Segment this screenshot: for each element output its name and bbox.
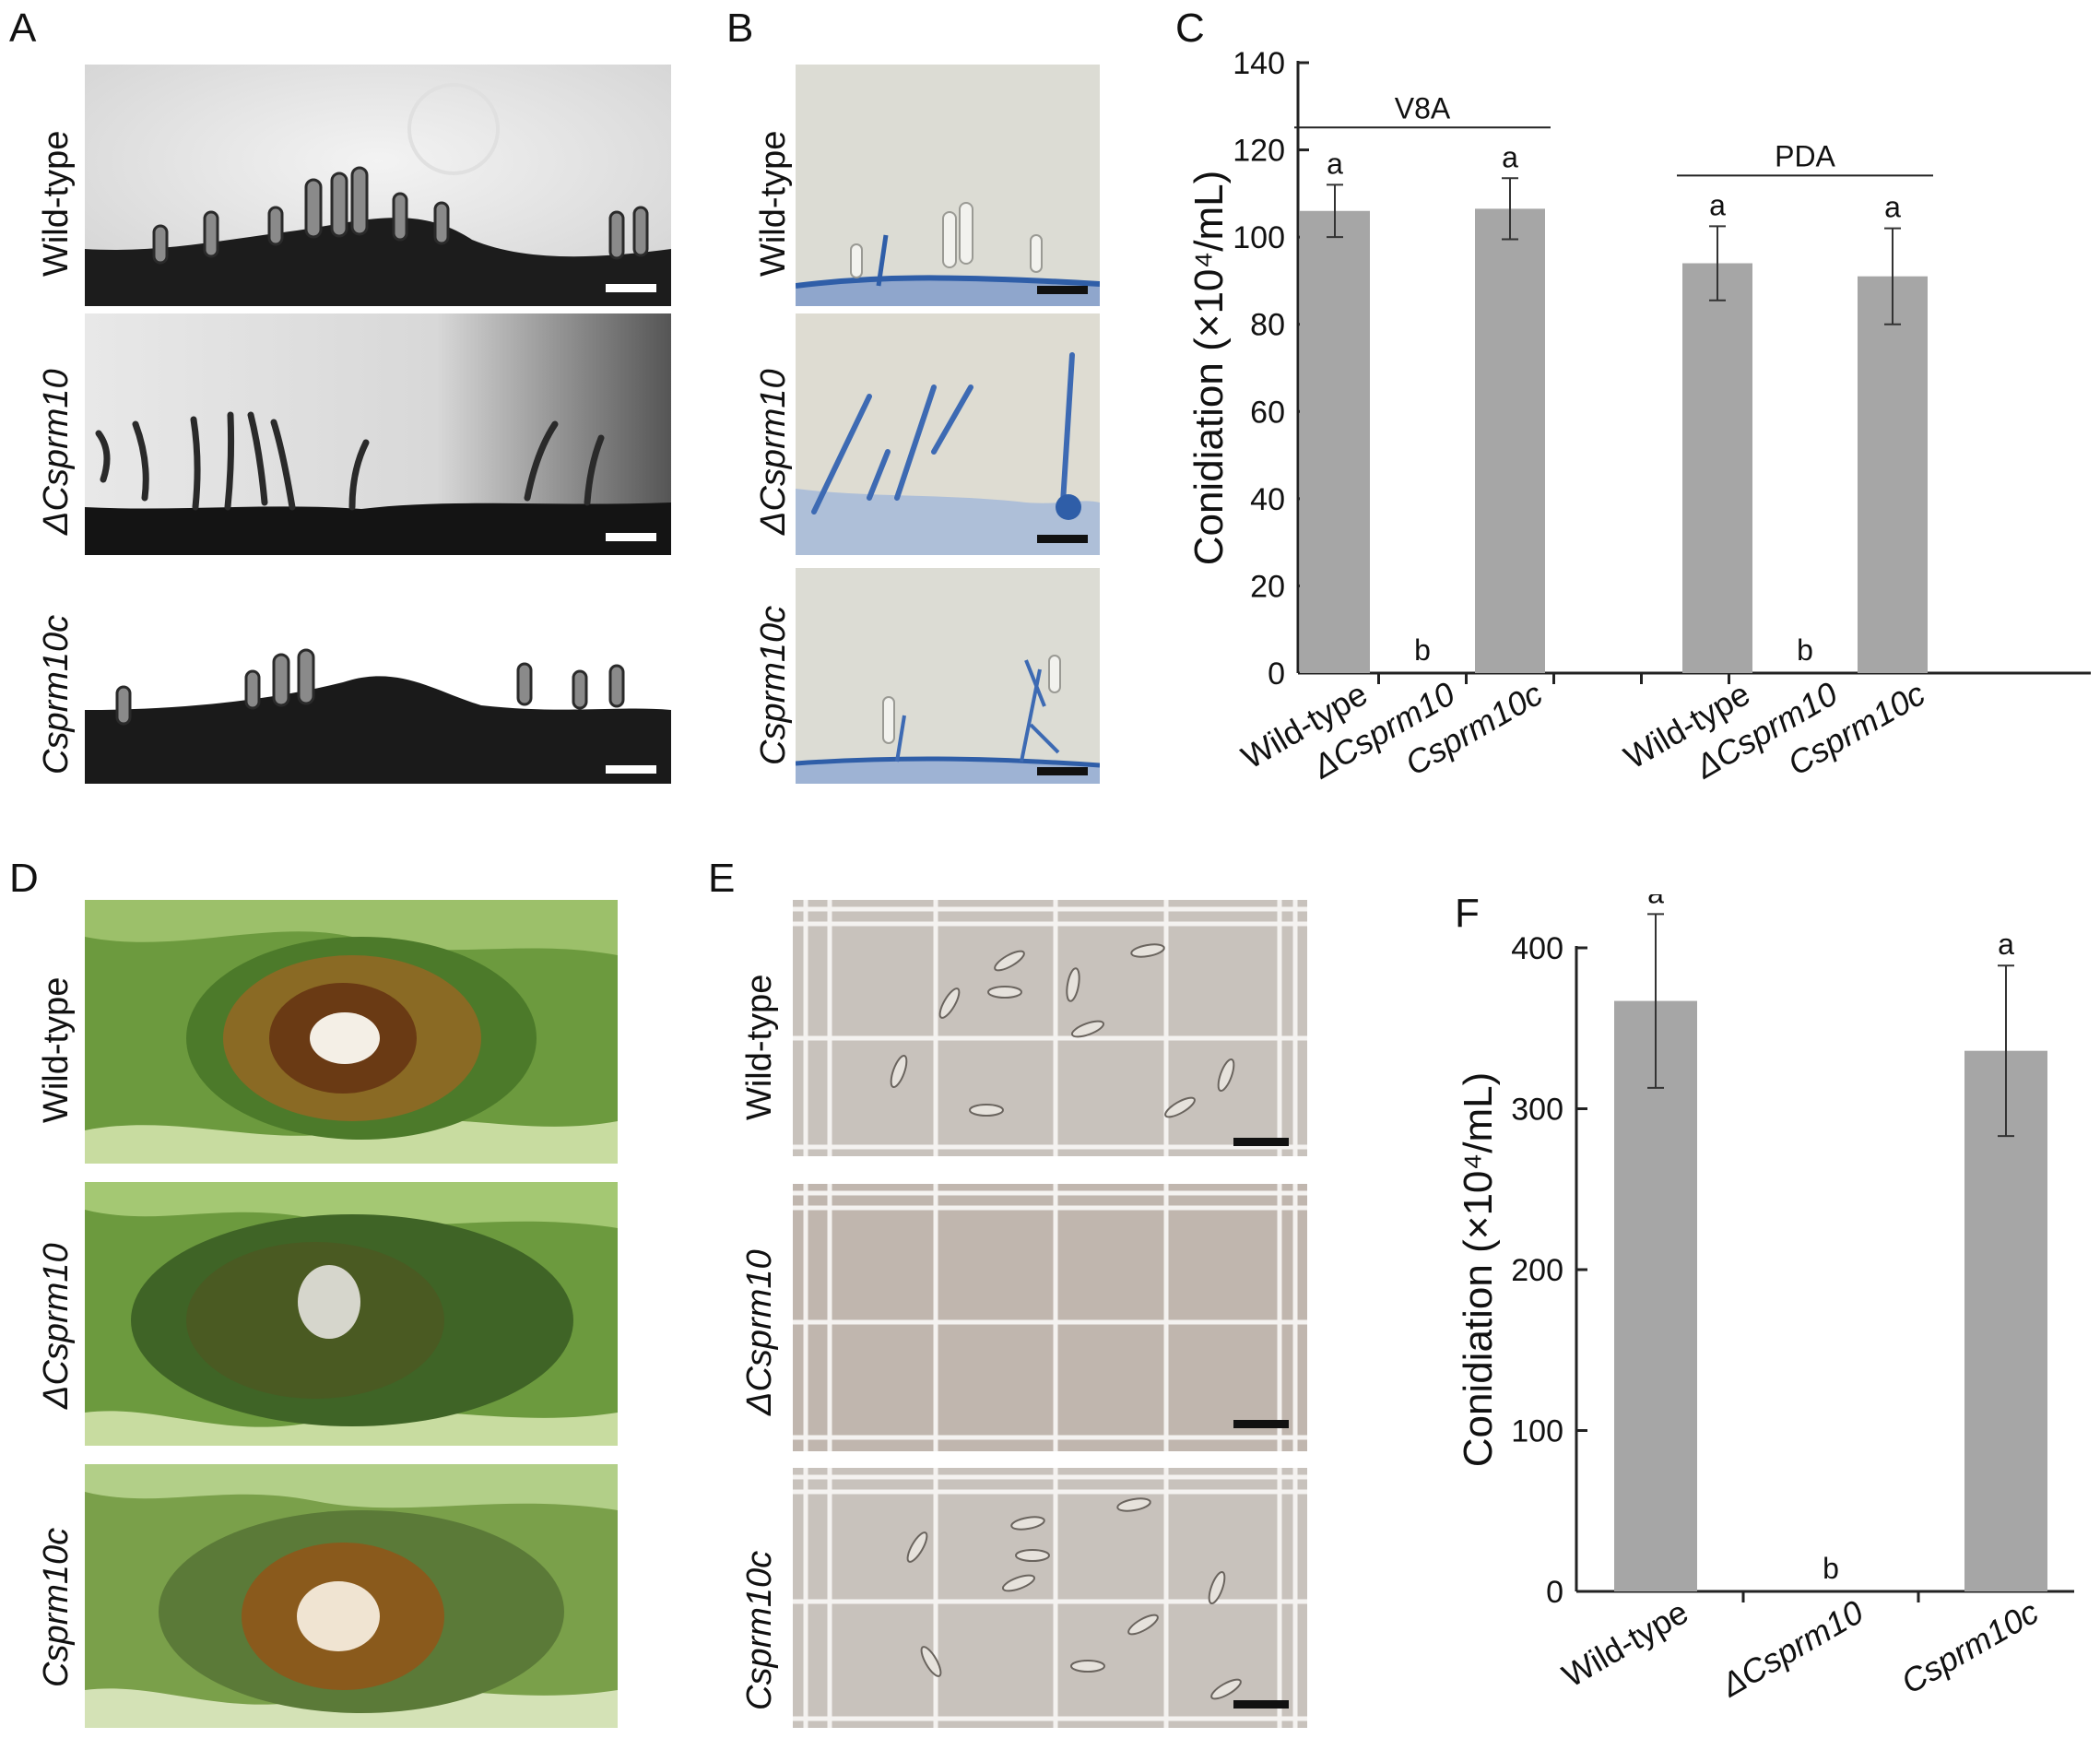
scale-bar-b3: [1037, 767, 1088, 775]
spore-count-image-e3: [793, 1468, 1307, 1728]
row-label-a-wild-type: Wild-type: [37, 130, 76, 277]
chart-c-significance-letter: b: [1414, 633, 1431, 667]
row-label-e-wild-type: Wild-type: [740, 974, 779, 1120]
chart-f-bar: [1614, 1000, 1697, 1591]
scale-bar-b1: [1037, 286, 1088, 294]
chart-c-y-tick-label: 120: [1233, 134, 1285, 169]
panel-d-leaf-complemented: [85, 1464, 618, 1728]
row-label-a-complemented: Csprm10c: [37, 614, 76, 774]
panel-letter-e: E: [708, 856, 736, 901]
conidiophore-image-a2: [85, 313, 671, 555]
row-label-e-mutant: ΔCsprm10: [740, 1249, 779, 1415]
panel-d-leaf-wild-type: [85, 900, 618, 1164]
panel-letter-b: B: [726, 6, 754, 51]
row-label-d-mutant: ΔCsprm10: [37, 1243, 76, 1409]
panel-a-micrograph-mutant: [85, 313, 671, 555]
leaf-lesion-image-d1: [85, 900, 618, 1164]
chart-c-group-label: PDA: [1775, 139, 1835, 172]
chart-c-significance-letter: a: [1884, 191, 1901, 224]
spore-count-image-e1: [793, 900, 1307, 1156]
row-label-d-complemented: Csprm10c: [37, 1527, 76, 1687]
row-label-b-complemented: Csprm10c: [754, 605, 793, 765]
panel-a-micrograph-wild-type: [85, 65, 671, 306]
chart-f-y-tick-label: 400: [1511, 931, 1563, 966]
chart-c-group-label: V8A: [1395, 91, 1451, 124]
chart-f-y-tick-label: 0: [1546, 1575, 1563, 1610]
stained-image-b2: [796, 313, 1100, 555]
row-label-a-mutant: ΔCsprm10: [37, 369, 76, 535]
chart-f-bar: [1964, 1050, 2047, 1591]
panel-e-hemocytometer-complemented: [793, 1468, 1307, 1728]
chart-c-conidiation: 020406080100120140aWild-typebΔCsprm10aCs…: [1186, 46, 2091, 786]
chart-f-significance-letter: a: [1647, 894, 1664, 909]
chart-c-y-tick-label: 40: [1250, 482, 1285, 517]
chart-f-y-tick-label: 200: [1511, 1253, 1563, 1288]
scale-bar-b2: [1037, 535, 1088, 543]
panel-letter-d: D: [9, 856, 39, 901]
panel-b-micrograph-complemented: [796, 568, 1100, 784]
leaf-lesion-image-d2: [85, 1182, 618, 1446]
chart-c-y-tick-label: 20: [1250, 569, 1285, 604]
chart-c-bar: [1858, 276, 1928, 673]
chart-c-y-axis-label: Conidiation (×10⁴/mL): [1186, 171, 1232, 566]
panel-letter-f: F: [1455, 891, 1480, 936]
chart-c-significance-letter: a: [1709, 188, 1726, 221]
stained-image-b1: [796, 65, 1100, 306]
spore-count-image-e2: [793, 1184, 1307, 1451]
chart-f-y-axis-label: Conidiation (×10⁴/mL): [1456, 1072, 1501, 1468]
row-label-b-mutant: ΔCsprm10: [754, 369, 793, 535]
scale-bar-e1: [1233, 1138, 1289, 1146]
row-label-d-wild-type: Wild-type: [37, 976, 76, 1123]
panel-d-leaf-mutant: [85, 1182, 618, 1446]
chart-f-category-label: Wild-type: [1556, 1592, 1694, 1695]
panel-b-micrograph-wild-type: [796, 65, 1100, 306]
chart-c-y-tick-label: 60: [1250, 395, 1285, 430]
chart-f-y-tick-label: 100: [1511, 1414, 1563, 1449]
chart-c-significance-letter: a: [1502, 140, 1518, 173]
panel-letter-c: C: [1175, 6, 1205, 51]
chart-f-category-label: ΔCsprm10: [1714, 1592, 1870, 1704]
chart-c-y-tick-label: 80: [1250, 308, 1285, 343]
chart-c-y-tick-label: 0: [1268, 656, 1285, 692]
scale-bar-e3: [1233, 1700, 1289, 1709]
chart-c-bar: [1300, 210, 1370, 673]
stained-image-b3: [796, 568, 1100, 784]
chart-f-conidiation: 0 100 200 300 400 a Wild-type b ΔCsprm10 a Csprm10…: [1456, 894, 2074, 1705]
chart-c-bar: [1682, 263, 1752, 673]
chart-c-y-tick-label: 140: [1233, 46, 1285, 81]
row-label-e-complemented: Csprm10c: [740, 1550, 779, 1710]
panel-b-micrograph-mutant: [796, 313, 1100, 555]
chart-c-significance-letter: b: [1797, 633, 1813, 667]
conidiophore-image-a1: [85, 65, 671, 306]
chart-c-y-tick-label: 100: [1233, 220, 1285, 255]
chart-c-bar: [1475, 208, 1545, 673]
scale-bar-a1: [606, 284, 656, 292]
panel-e-hemocytometer-wild-type: [793, 900, 1307, 1156]
chart-f-category-label: Csprm10c: [1894, 1592, 2045, 1701]
scale-bar-a2: [606, 533, 656, 541]
scale-bar-e2: [1233, 1420, 1289, 1428]
chart-f-y-tick-label: 300: [1511, 1093, 1563, 1128]
scale-bar-a3: [606, 765, 656, 774]
panel-letter-a: A: [9, 6, 37, 51]
conidiophore-image-a3: [85, 562, 671, 784]
leaf-lesion-image-d3: [85, 1464, 618, 1728]
panel-a-micrograph-complemented: [85, 562, 671, 784]
row-label-b-wild-type: Wild-type: [754, 130, 793, 277]
panel-e-hemocytometer-mutant: [793, 1184, 1307, 1451]
chart-f-significance-letter: b: [1823, 1552, 1839, 1585]
chart-f-significance-letter: a: [1998, 928, 2014, 961]
chart-c-significance-letter: a: [1327, 147, 1343, 180]
